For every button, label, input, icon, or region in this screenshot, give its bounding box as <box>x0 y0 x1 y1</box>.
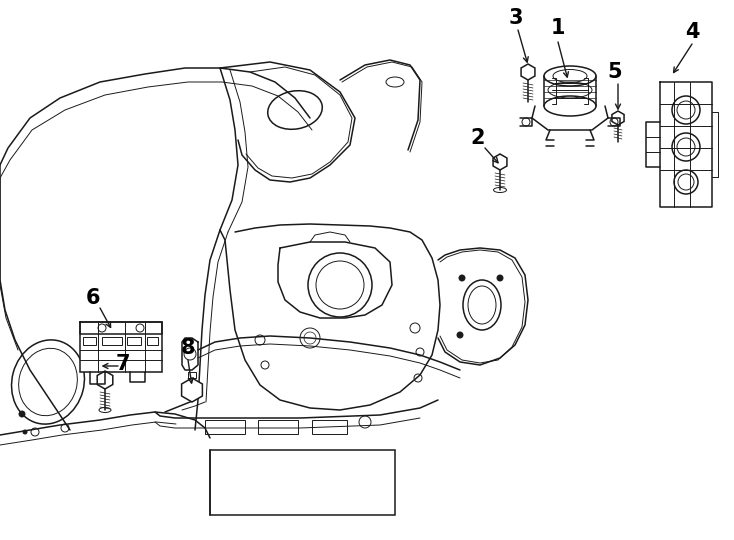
Bar <box>205 420 245 434</box>
Circle shape <box>457 332 463 338</box>
Bar <box>83 337 96 345</box>
Text: 1: 1 <box>550 18 565 38</box>
Bar <box>102 337 122 345</box>
Bar <box>312 420 347 434</box>
Circle shape <box>497 275 503 281</box>
Bar <box>80 322 162 372</box>
Circle shape <box>459 275 465 281</box>
Bar <box>258 420 298 434</box>
Circle shape <box>19 411 25 417</box>
Text: 2: 2 <box>470 128 485 148</box>
Text: 5: 5 <box>608 62 622 82</box>
Text: 8: 8 <box>181 338 195 358</box>
Bar <box>210 450 395 515</box>
Polygon shape <box>181 378 203 402</box>
Text: 3: 3 <box>509 8 523 28</box>
Text: 6: 6 <box>86 288 101 308</box>
Text: 4: 4 <box>685 22 700 42</box>
Bar <box>127 337 141 345</box>
Text: 7: 7 <box>116 354 130 374</box>
Bar <box>147 337 158 345</box>
Circle shape <box>23 430 27 434</box>
